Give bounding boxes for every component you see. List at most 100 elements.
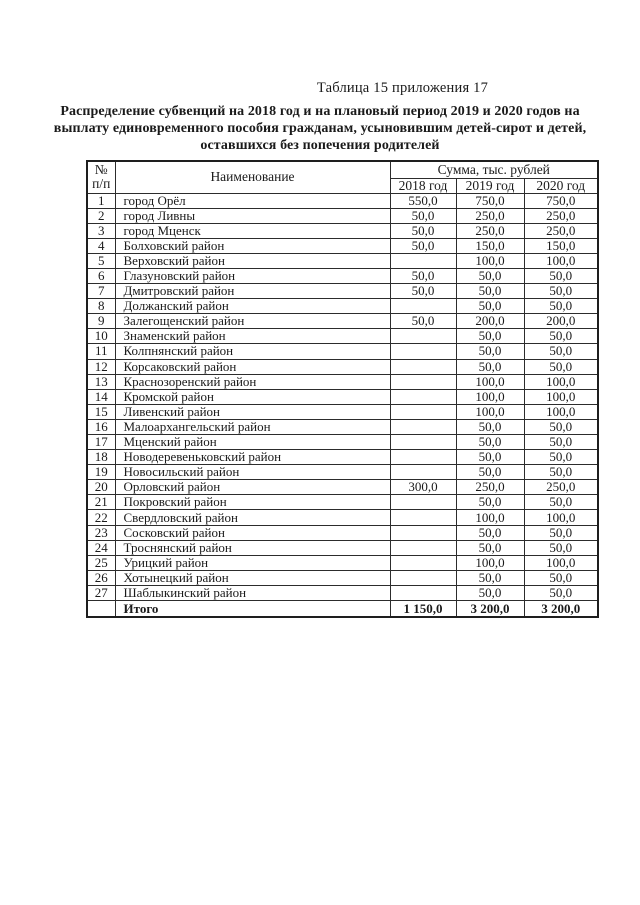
row-number-cell: 8 [86, 298, 116, 315]
table-row: 12 Корсаковский район 50,0 50,0 [86, 358, 599, 375]
municipality-name-cell: Малоархангельский район [114, 418, 391, 436]
table-row: 21 Покровский район 50,0 50,0 [86, 494, 599, 511]
amount-2018-cell [389, 584, 457, 602]
municipality-name-cell: Верховский район [114, 252, 391, 269]
col-header-num-line1: № [94, 162, 108, 178]
amount-2020-cell: 250,0 [523, 207, 599, 224]
table-row: 26 Хотынецкий район 50,0 50,0 [86, 569, 599, 586]
table-row: 3 город Мценск 50,0 250,0 250,0 [86, 222, 599, 239]
table-row: 7 Дмитровский район 50,0 50,0 50,0 [86, 283, 599, 300]
amount-2018-cell: 300,0 [389, 479, 457, 496]
municipality-name-cell: Болховский район [114, 237, 391, 254]
amount-2019-cell: 250,0 [455, 207, 525, 224]
municipality-name-cell: Глазуновский район [114, 267, 391, 285]
amount-2018-cell [389, 418, 457, 436]
amount-2019-cell: 50,0 [455, 524, 525, 541]
total-label: Итого [114, 600, 391, 618]
amount-2019-cell: 100,0 [455, 373, 525, 390]
amount-2019-cell: 50,0 [455, 298, 525, 315]
amount-2020-cell: 50,0 [523, 584, 599, 602]
amount-2018-cell [389, 252, 457, 269]
table-row: 13 Краснозоренский район 100,0 100,0 [86, 373, 599, 390]
amount-2019-cell: 50,0 [455, 267, 525, 285]
amount-2018-cell [389, 539, 457, 556]
amount-2020-cell: 50,0 [523, 494, 599, 511]
municipality-name-cell: Орловский район [114, 479, 391, 496]
amount-2020-cell: 50,0 [523, 283, 599, 300]
table-row: 19 Новосильский район 50,0 50,0 [86, 464, 599, 481]
col-header-num-line2: п/п [92, 176, 111, 192]
amount-2020-cell: 200,0 [523, 313, 599, 330]
amount-2018-cell: 550,0 [389, 192, 457, 209]
row-number-cell: 5 [86, 252, 116, 269]
amount-2020-cell: 100,0 [523, 373, 599, 390]
amount-2019-cell: 750,0 [455, 192, 525, 209]
table-row: 24 Троснянский район 50,0 50,0 [86, 539, 599, 556]
row-number-cell: 7 [86, 283, 116, 300]
row-number-cell: 20 [86, 479, 116, 496]
amount-2020-cell: 50,0 [523, 358, 599, 375]
amount-2019-cell: 50,0 [455, 584, 525, 602]
amount-2020-cell: 250,0 [523, 222, 599, 239]
amount-2019-cell: 50,0 [455, 343, 525, 360]
amount-2019-cell: 50,0 [455, 433, 525, 451]
amount-2020-cell: 50,0 [523, 267, 599, 285]
amount-2020-cell: 50,0 [523, 343, 599, 360]
document-title-line-3: оставшихся без попечения родителей [200, 138, 440, 153]
col-header-2019: 2019 год [455, 177, 525, 194]
municipality-name-cell: Корсаковский район [114, 358, 391, 375]
amount-2019-cell: 100,0 [455, 252, 525, 269]
municipality-name-cell: Урицкий район [114, 554, 391, 571]
total-row: Итого 1 150,0 3 200,0 3 200,0 [86, 600, 599, 618]
table-row: 22 Свердловский район 100,0 100,0 [86, 509, 599, 526]
amount-2019-cell: 50,0 [455, 464, 525, 481]
table-row: 14 Кромской район 100,0 100,0 [86, 388, 599, 405]
table-row: 27 Шаблыкинский район 50,0 50,0 [86, 584, 599, 602]
amount-2019-cell: 50,0 [455, 418, 525, 436]
municipality-name-cell: Троснянский район [114, 539, 391, 556]
row-number-cell: 6 [86, 267, 116, 285]
amount-2019-cell: 150,0 [455, 237, 525, 254]
row-number-cell: 18 [86, 449, 116, 466]
row-number-cell: 12 [86, 358, 116, 375]
amount-2019-cell: 100,0 [455, 554, 525, 571]
row-number-cell: 1 [86, 192, 116, 209]
amount-2020-cell: 50,0 [523, 539, 599, 556]
municipality-name-cell: Дмитровский район [114, 283, 391, 300]
table-row: 10 Знаменский район 50,0 50,0 [86, 328, 599, 345]
municipality-name-cell: Должанский район [114, 298, 391, 315]
amount-2018-cell [389, 403, 457, 420]
municipality-name-cell: Кромской район [114, 388, 391, 405]
amount-2018-cell [389, 373, 457, 390]
table-row: 4 Болховский район 50,0 150,0 150,0 [86, 237, 599, 254]
amount-2020-cell: 100,0 [523, 252, 599, 269]
amount-2018-cell [389, 388, 457, 405]
table-footer: Итого 1 150,0 3 200,0 3 200,0 [86, 600, 599, 618]
table-row: 15 Ливенский район 100,0 100,0 [86, 403, 599, 420]
municipality-name-cell: город Орёл [114, 192, 391, 209]
row-number-cell: 27 [86, 584, 116, 602]
amount-2019-cell: 250,0 [455, 222, 525, 239]
amount-2018-cell [389, 494, 457, 511]
table-row: 25 Урицкий район 100,0 100,0 [86, 554, 599, 571]
amount-2018-cell [389, 524, 457, 541]
municipality-name-cell: Свердловский район [114, 509, 391, 526]
municipality-name-cell: Шаблыкинский район [114, 584, 391, 602]
amount-2018-cell [389, 569, 457, 586]
amount-2020-cell: 50,0 [523, 298, 599, 315]
amount-2018-cell: 50,0 [389, 283, 457, 300]
table-row: 20 Орловский район 300,0 250,0 250,0 [86, 479, 599, 496]
amount-2020-cell: 50,0 [523, 449, 599, 466]
total-2019: 3 200,0 [455, 600, 525, 618]
table-caption: Таблица 15 приложения 17 [316, 80, 489, 96]
municipality-name-cell: Хотынецкий район [114, 569, 391, 586]
amount-2020-cell: 150,0 [523, 237, 599, 254]
amount-2018-cell [389, 464, 457, 481]
row-number-cell: 19 [86, 464, 116, 481]
total-2018: 1 150,0 [389, 600, 457, 618]
col-header-2018: 2018 год [389, 177, 457, 194]
table-row: 18 Новодеревеньковский район 50,0 50,0 [86, 449, 599, 466]
municipality-name-cell: город Ливны [114, 207, 391, 224]
amount-2020-cell: 100,0 [523, 509, 599, 526]
amount-2019-cell: 100,0 [455, 388, 525, 405]
